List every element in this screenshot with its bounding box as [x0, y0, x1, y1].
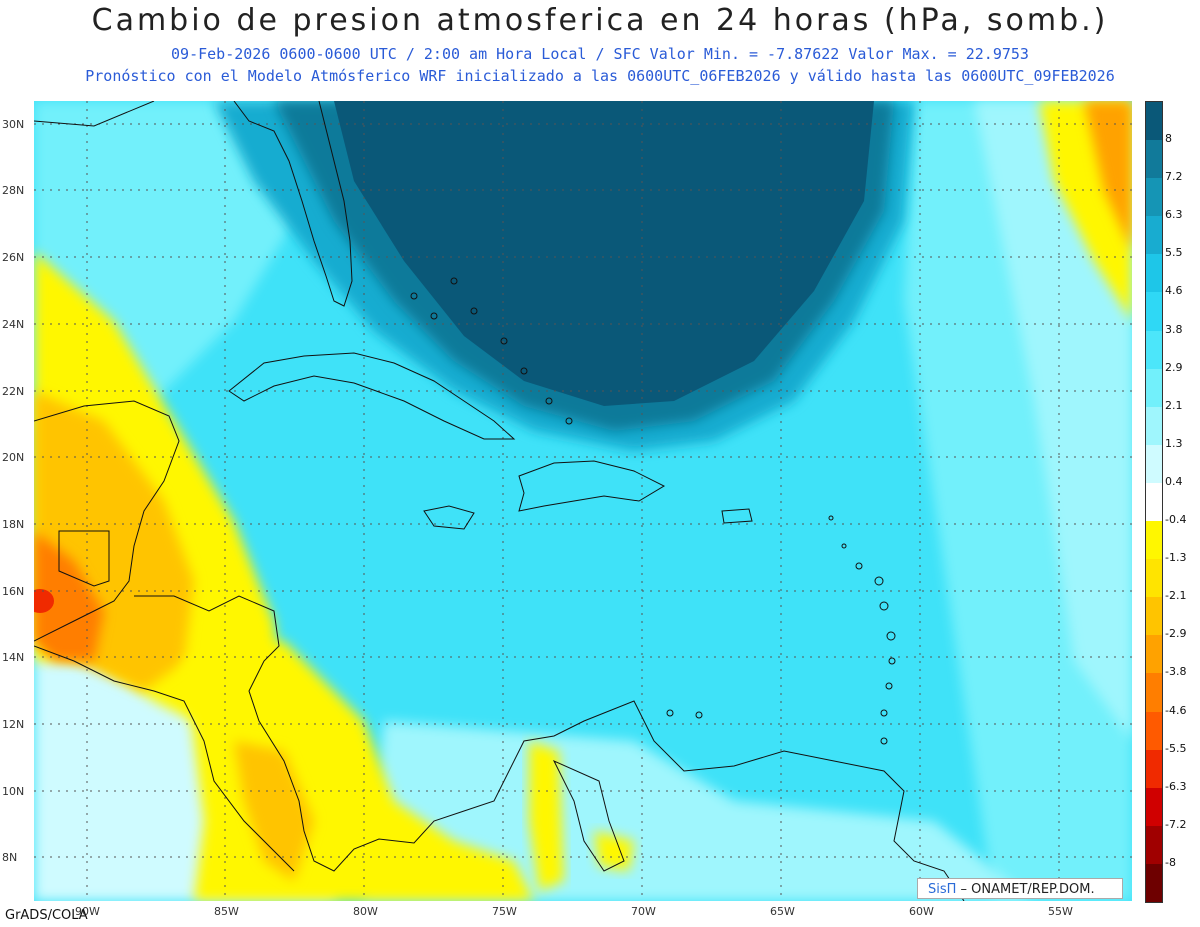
- grads-credit: GrADS/COLA: [5, 908, 88, 923]
- colorbar-label: 0.4: [1165, 474, 1183, 488]
- colorbar-swatch: [1146, 787, 1162, 827]
- colorbar-swatch: [1146, 406, 1162, 446]
- lat-label: 8N: [2, 851, 18, 864]
- lat-label: 14N: [2, 651, 25, 664]
- colorbar-swatch: [1146, 330, 1162, 370]
- colorbar-swatch: [1146, 178, 1162, 217]
- lat-label: 22N: [2, 385, 25, 398]
- colorbar-swatch: [1146, 368, 1162, 408]
- colorbar-swatch: [1146, 216, 1162, 255]
- graticule: [34, 101, 1132, 901]
- lat-label: 16N: [2, 585, 25, 598]
- lon-label: 70W: [631, 905, 656, 918]
- lat-label: 20N: [2, 451, 25, 464]
- field-yellow-colombia: [529, 741, 564, 891]
- coastlines: [34, 101, 965, 901]
- lon-label: 60W: [909, 905, 934, 918]
- subtitle-model-info: Pronóstico con el Modelo Atmósferico WRF…: [85, 67, 1115, 85]
- coast-florida: [233, 101, 353, 307]
- lon-label: 80W: [353, 905, 378, 918]
- colorbar-label: -0.4: [1165, 513, 1187, 527]
- lat-label: 26N: [2, 251, 25, 264]
- field-orange-central-america: [234, 741, 314, 881]
- lesser-antilles: [666, 515, 896, 745]
- colorbar-swatch: [1146, 863, 1162, 903]
- field-deep-orange-west: [34, 531, 104, 661]
- lat-label: 10N: [2, 785, 25, 798]
- lat-label: 18N: [2, 518, 25, 531]
- colorbar-label: 3.8: [1165, 322, 1183, 336]
- colorbar-label: 7.2: [1165, 170, 1183, 184]
- field-orange-ne: [1084, 101, 1132, 251]
- colorbar-swatch: [1146, 292, 1162, 332]
- coast-gulf-north: [34, 101, 155, 127]
- lon-label: 90W: [75, 905, 100, 918]
- field-pale-east: [974, 101, 1132, 741]
- colorbar-swatch: [1146, 673, 1162, 713]
- lat-label: 28N: [2, 184, 25, 197]
- coast-cuba: [228, 352, 516, 440]
- colorbar-label: 2.9: [1165, 360, 1183, 374]
- colorbar-swatch: [1146, 102, 1162, 141]
- subtitle-date-range: 09-Feb-2026 0600-0600 UTC / 2:00 am Hora…: [171, 45, 1029, 63]
- colorbar-swatch: [1146, 482, 1162, 522]
- coast-maracaibo: [552, 759, 625, 872]
- onamet-credit-box: SisΠ – ONAMET/REP.DOM.: [917, 878, 1123, 899]
- map-title: Cambio de presion atmosferica en 24 hora…: [91, 3, 1109, 38]
- sispi-logo-text: SisΠ: [928, 882, 957, 897]
- lon-label: 65W: [770, 905, 795, 918]
- colorbar-swatch: [1146, 521, 1162, 560]
- lon-label: 55W: [1048, 905, 1073, 918]
- colorbar-label: -7.2: [1165, 817, 1187, 831]
- colorbar-label: -6.3: [1165, 779, 1187, 793]
- pressure-change-map: [34, 101, 1132, 901]
- colorbar-label: -2.9: [1165, 627, 1187, 641]
- lon-label: 75W: [492, 905, 517, 918]
- coast-puerto-rico: [721, 508, 753, 524]
- colorbar-label: 5.5: [1165, 246, 1183, 260]
- onamet-credit-text: – ONAMET/REP.DOM.: [956, 882, 1095, 897]
- field-min-spot: [34, 589, 54, 613]
- border-guatemala: [58, 530, 110, 587]
- coast-jamaica: [423, 505, 475, 530]
- colorbar-swatch: [1146, 749, 1162, 789]
- field-core: [334, 101, 874, 406]
- coast-hispaniola: [518, 460, 666, 512]
- colorbar-label: 6.3: [1165, 208, 1183, 222]
- colorbar-swatch: [1146, 254, 1162, 293]
- colorbar-label: -1.3: [1165, 551, 1187, 565]
- colorbar-label: 8: [1165, 132, 1172, 146]
- colorbar-swatch: [1146, 444, 1162, 484]
- lat-label: 12N: [2, 718, 25, 731]
- colorbar-label: 1.3: [1165, 436, 1183, 450]
- colorbar-swatch: [1146, 711, 1162, 751]
- colorbar-label: -4.6: [1165, 703, 1187, 717]
- bahamas: [410, 277, 573, 425]
- colorbar-label: -2.1: [1165, 589, 1187, 603]
- coast-south: [134, 595, 965, 901]
- colorbar-swatch: [1146, 825, 1162, 865]
- colorbar-swatch: [1146, 140, 1162, 179]
- coast-yucatan: [34, 400, 180, 642]
- colorbar-label: 2.1: [1165, 398, 1183, 412]
- coast-pacific: [34, 645, 295, 872]
- lat-label: 30N: [2, 118, 25, 131]
- colorbar-label: -8: [1165, 855, 1176, 869]
- lat-label: 24N: [2, 318, 25, 331]
- colorbar: [1145, 101, 1163, 903]
- colorbar-swatch: [1146, 597, 1162, 636]
- lon-label: 85W: [214, 905, 239, 918]
- map-canvas: [34, 101, 1132, 901]
- colorbar-swatch: [1146, 635, 1162, 674]
- colorbar-label: -5.5: [1165, 741, 1187, 755]
- colorbar-label: -3.8: [1165, 665, 1187, 679]
- colorbar-swatch: [1146, 559, 1162, 598]
- colorbar-label: 4.6: [1165, 284, 1183, 298]
